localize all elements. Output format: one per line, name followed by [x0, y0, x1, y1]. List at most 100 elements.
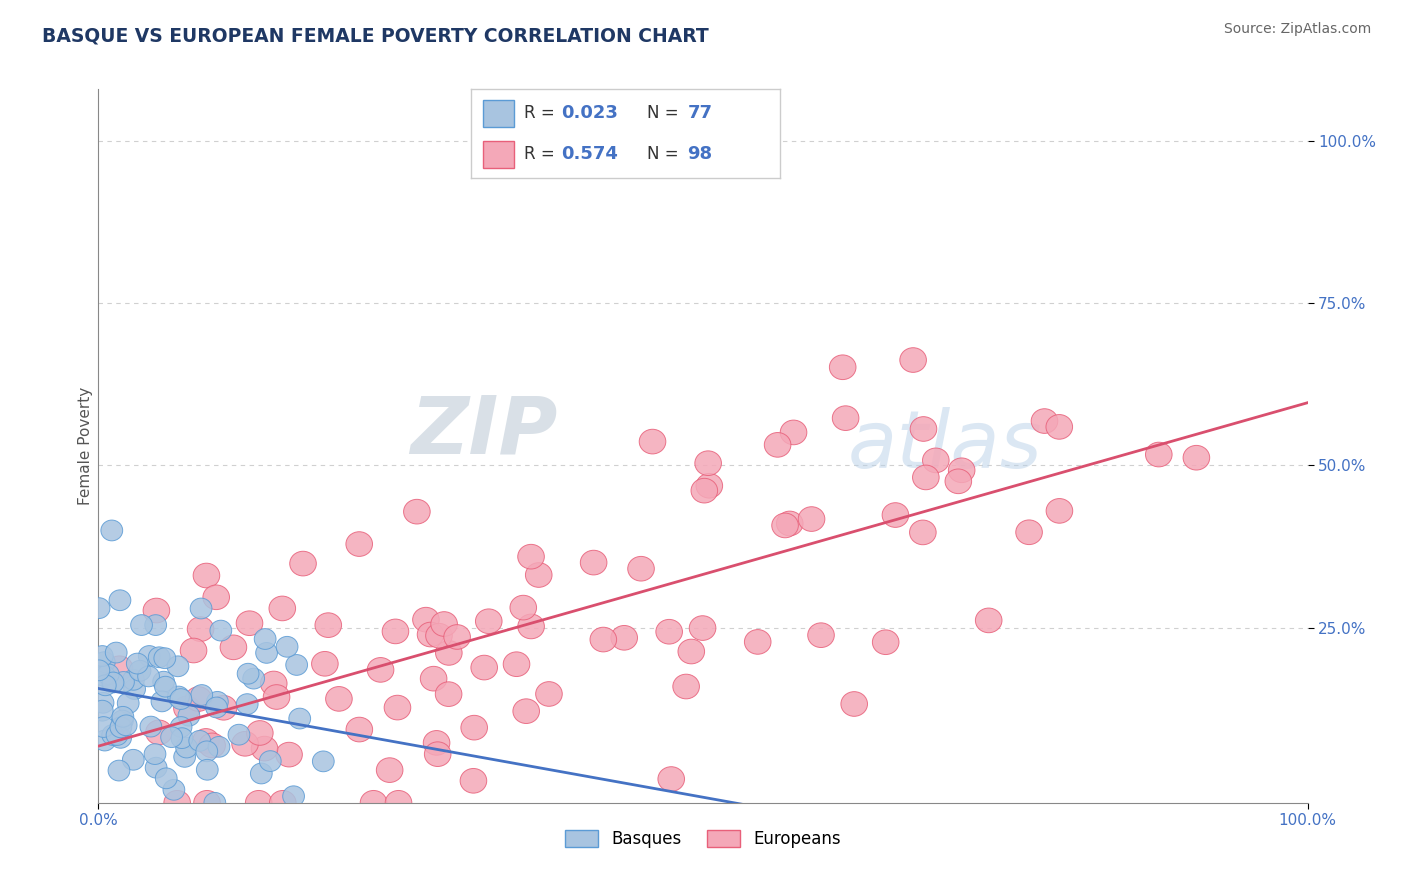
Ellipse shape — [276, 636, 298, 657]
Ellipse shape — [204, 792, 226, 814]
Ellipse shape — [97, 664, 120, 685]
Ellipse shape — [138, 646, 160, 666]
Ellipse shape — [627, 557, 654, 581]
Ellipse shape — [165, 790, 190, 815]
Ellipse shape — [115, 714, 136, 736]
Ellipse shape — [208, 737, 229, 757]
Ellipse shape — [423, 731, 450, 756]
Ellipse shape — [105, 642, 127, 663]
Ellipse shape — [346, 532, 373, 557]
Ellipse shape — [103, 672, 124, 693]
Ellipse shape — [129, 660, 150, 681]
Ellipse shape — [160, 727, 183, 747]
Ellipse shape — [259, 751, 281, 772]
Ellipse shape — [283, 786, 305, 806]
Ellipse shape — [238, 664, 259, 684]
Ellipse shape — [256, 642, 277, 664]
Text: BASQUE VS EUROPEAN FEMALE POVERTY CORRELATION CHART: BASQUE VS EUROPEAN FEMALE POVERTY CORREL… — [42, 27, 709, 45]
Ellipse shape — [122, 749, 145, 770]
Ellipse shape — [167, 656, 188, 677]
Ellipse shape — [517, 544, 544, 569]
Text: atlas: atlas — [848, 407, 1043, 485]
Ellipse shape — [460, 769, 486, 793]
Ellipse shape — [696, 474, 723, 498]
Ellipse shape — [269, 596, 295, 621]
Ellipse shape — [110, 717, 132, 738]
Ellipse shape — [170, 689, 191, 709]
Ellipse shape — [93, 652, 115, 673]
Ellipse shape — [236, 694, 259, 714]
Ellipse shape — [610, 625, 637, 650]
Ellipse shape — [176, 737, 197, 758]
Ellipse shape — [124, 679, 145, 699]
Ellipse shape — [193, 563, 219, 588]
Ellipse shape — [150, 691, 173, 712]
Ellipse shape — [1046, 415, 1073, 439]
Ellipse shape — [195, 741, 218, 762]
Ellipse shape — [426, 624, 453, 648]
Ellipse shape — [207, 691, 228, 712]
Ellipse shape — [110, 590, 131, 611]
Ellipse shape — [263, 685, 290, 709]
Ellipse shape — [246, 790, 271, 815]
Ellipse shape — [872, 630, 898, 655]
Ellipse shape — [404, 500, 430, 524]
Ellipse shape — [101, 520, 122, 541]
Ellipse shape — [148, 647, 170, 667]
Ellipse shape — [581, 550, 607, 575]
Ellipse shape — [127, 653, 148, 674]
Ellipse shape — [112, 706, 134, 727]
Ellipse shape — [912, 465, 939, 490]
Ellipse shape — [780, 420, 807, 445]
Ellipse shape — [193, 729, 219, 753]
Ellipse shape — [190, 599, 212, 619]
Ellipse shape — [197, 759, 218, 780]
Ellipse shape — [1182, 445, 1209, 470]
Ellipse shape — [107, 724, 128, 746]
Ellipse shape — [153, 648, 176, 669]
Ellipse shape — [922, 448, 949, 473]
Ellipse shape — [155, 768, 177, 789]
Ellipse shape — [776, 511, 803, 536]
Ellipse shape — [108, 760, 129, 781]
Ellipse shape — [832, 406, 859, 431]
Ellipse shape — [517, 614, 544, 639]
Ellipse shape — [910, 417, 936, 442]
Ellipse shape — [1046, 499, 1073, 524]
Ellipse shape — [326, 687, 353, 711]
Ellipse shape — [276, 742, 302, 767]
Ellipse shape — [841, 691, 868, 716]
Ellipse shape — [436, 681, 463, 706]
Ellipse shape — [172, 728, 193, 748]
Ellipse shape — [312, 751, 335, 772]
Ellipse shape — [367, 657, 394, 682]
Ellipse shape — [312, 651, 339, 676]
Text: 0.574: 0.574 — [561, 145, 617, 163]
Ellipse shape — [131, 615, 152, 635]
Ellipse shape — [436, 640, 463, 665]
Ellipse shape — [221, 635, 246, 660]
Ellipse shape — [91, 700, 112, 721]
Ellipse shape — [418, 623, 444, 647]
Ellipse shape — [93, 665, 115, 686]
Ellipse shape — [412, 607, 439, 632]
Ellipse shape — [461, 715, 488, 740]
Ellipse shape — [260, 671, 287, 696]
Ellipse shape — [117, 693, 139, 714]
Ellipse shape — [285, 655, 308, 675]
Ellipse shape — [430, 612, 457, 636]
Ellipse shape — [198, 733, 225, 757]
Ellipse shape — [591, 627, 617, 652]
Ellipse shape — [690, 478, 717, 503]
Ellipse shape — [93, 692, 114, 714]
Ellipse shape — [155, 676, 176, 697]
Ellipse shape — [640, 429, 666, 454]
Ellipse shape — [170, 716, 193, 738]
Ellipse shape — [744, 630, 770, 654]
Ellipse shape — [526, 563, 553, 587]
Ellipse shape — [174, 747, 195, 767]
Ellipse shape — [290, 551, 316, 576]
Ellipse shape — [163, 780, 184, 800]
Ellipse shape — [384, 695, 411, 720]
Ellipse shape — [187, 616, 214, 641]
